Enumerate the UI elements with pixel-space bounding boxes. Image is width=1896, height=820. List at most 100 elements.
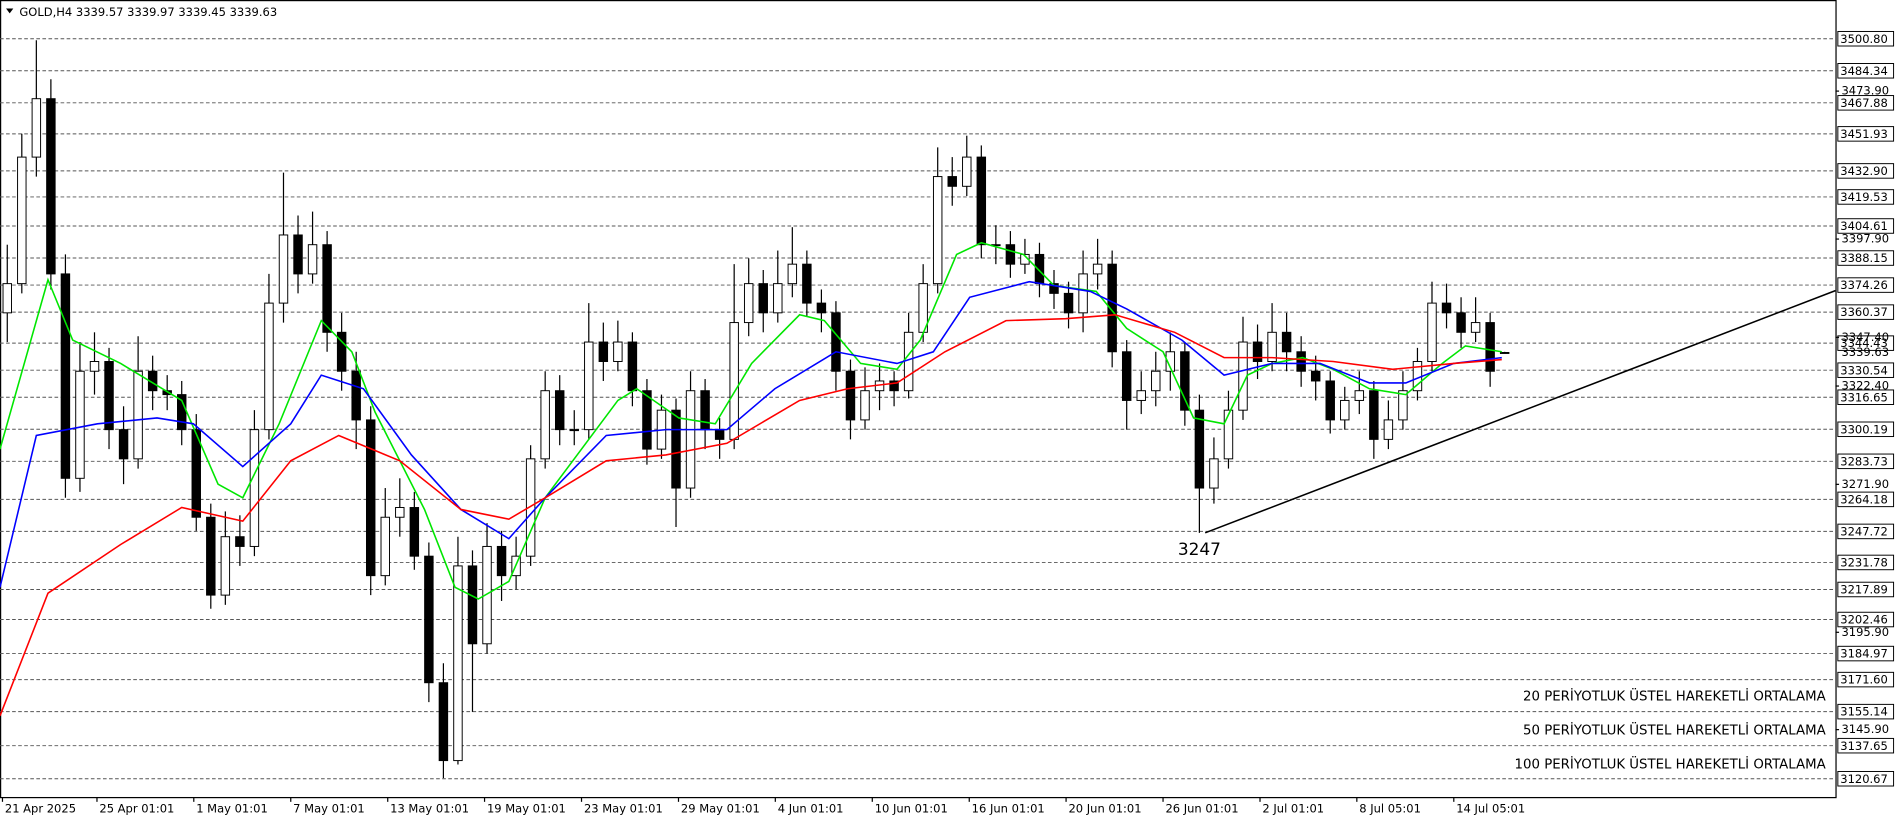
candle (1325, 371, 1335, 434)
candle (2, 244, 12, 343)
candle (1223, 390, 1234, 469)
level-label-box (1837, 362, 1895, 378)
candle (773, 250, 783, 323)
candle-body (1340, 399, 1350, 421)
candle-body (860, 390, 870, 421)
candle (293, 215, 303, 294)
level-label: 3419.53 (1840, 190, 1888, 204)
candle (118, 406, 129, 485)
candle (889, 371, 899, 407)
candle-body (293, 234, 303, 275)
candle (1063, 281, 1074, 329)
candle-body (496, 545, 507, 577)
candle (787, 227, 798, 298)
level-label: 3217.89 (1840, 583, 1888, 597)
candle-body (685, 390, 696, 489)
candle-body (1238, 341, 1248, 411)
candle (1267, 303, 1277, 372)
candle (1499, 351, 1510, 354)
candle (496, 530, 507, 601)
header-arrow (6, 8, 14, 14)
candle-body (453, 565, 463, 762)
candle-body (206, 516, 216, 596)
level-label-box (1837, 63, 1895, 79)
candle-body (627, 341, 638, 392)
candle-body (307, 244, 318, 275)
candle-body (438, 682, 449, 762)
level-label-box (1837, 421, 1895, 438)
level-label: 3374.26 (1840, 278, 1888, 292)
x-tick-label: 20 Jun 01:01 (1068, 802, 1141, 816)
current-price: 3339.63 (1841, 345, 1889, 359)
candle (162, 375, 172, 411)
candle (831, 301, 841, 391)
candle-body (1427, 302, 1437, 362)
candle-body (17, 156, 27, 285)
x-tick-label: 1 May 01:01 (196, 802, 268, 816)
candle-body (758, 283, 768, 314)
level-label: 3404.61 (1840, 219, 1888, 233)
candle-body (46, 98, 56, 275)
level-label: 3171.60 (1840, 673, 1888, 687)
symbol: GOLD,H4 (19, 5, 72, 19)
candle (46, 79, 56, 290)
level-label: 3316.65 (1840, 390, 1888, 404)
candle (802, 250, 812, 317)
candle-body (380, 516, 390, 577)
level-label-box (1837, 703, 1895, 720)
level-label: 3264.18 (1840, 492, 1888, 506)
level-label-box (1837, 389, 1895, 405)
candle-body (1180, 351, 1190, 411)
candle (1121, 340, 1132, 430)
candle-body (773, 283, 783, 314)
level-label-box (1837, 554, 1895, 571)
candle-body (1151, 370, 1161, 392)
candle (482, 523, 492, 654)
level-label-box (1837, 581, 1895, 598)
candle-body (1121, 351, 1132, 401)
candle-body (976, 156, 987, 246)
candle-body (932, 176, 943, 285)
candle-body (1252, 341, 1263, 362)
candle-body (598, 341, 609, 362)
level-label-box (1837, 523, 1895, 540)
candle-body (1034, 253, 1045, 285)
candle (351, 351, 361, 450)
candle-body (1078, 273, 1088, 314)
candle (1180, 342, 1190, 426)
candle (1151, 351, 1161, 407)
candle-body (409, 507, 420, 557)
x-tick-label: 4 Jun 01:01 (778, 802, 844, 816)
candle (1340, 386, 1350, 430)
y-tick-label: 3347.40 (1841, 330, 1889, 344)
candle-body (1005, 244, 1016, 265)
candle (1078, 250, 1088, 333)
candle-body (1456, 312, 1466, 333)
candle-body (336, 331, 347, 372)
y-tick-label: 3397.90 (1841, 232, 1889, 246)
candle (1427, 281, 1437, 372)
candle (235, 515, 245, 566)
candle (307, 211, 318, 284)
x-tick-label: 13 May 01:01 (390, 802, 469, 816)
candle (1456, 297, 1466, 348)
candle (191, 414, 201, 531)
candle (249, 410, 260, 557)
level-label-box (1837, 30, 1895, 47)
candle-body (525, 458, 536, 557)
candle-body (60, 273, 71, 479)
candle (1005, 231, 1016, 278)
candle-body (787, 263, 798, 285)
candle (962, 135, 972, 197)
level-label: 3388.15 (1840, 251, 1888, 265)
ema-line (0, 280, 1502, 588)
candle (409, 491, 420, 570)
candle-body (162, 390, 172, 396)
candle (816, 289, 827, 333)
candle (380, 488, 390, 586)
candle (642, 379, 652, 465)
candle-body (322, 244, 332, 333)
close: 3339.63 (230, 5, 278, 19)
